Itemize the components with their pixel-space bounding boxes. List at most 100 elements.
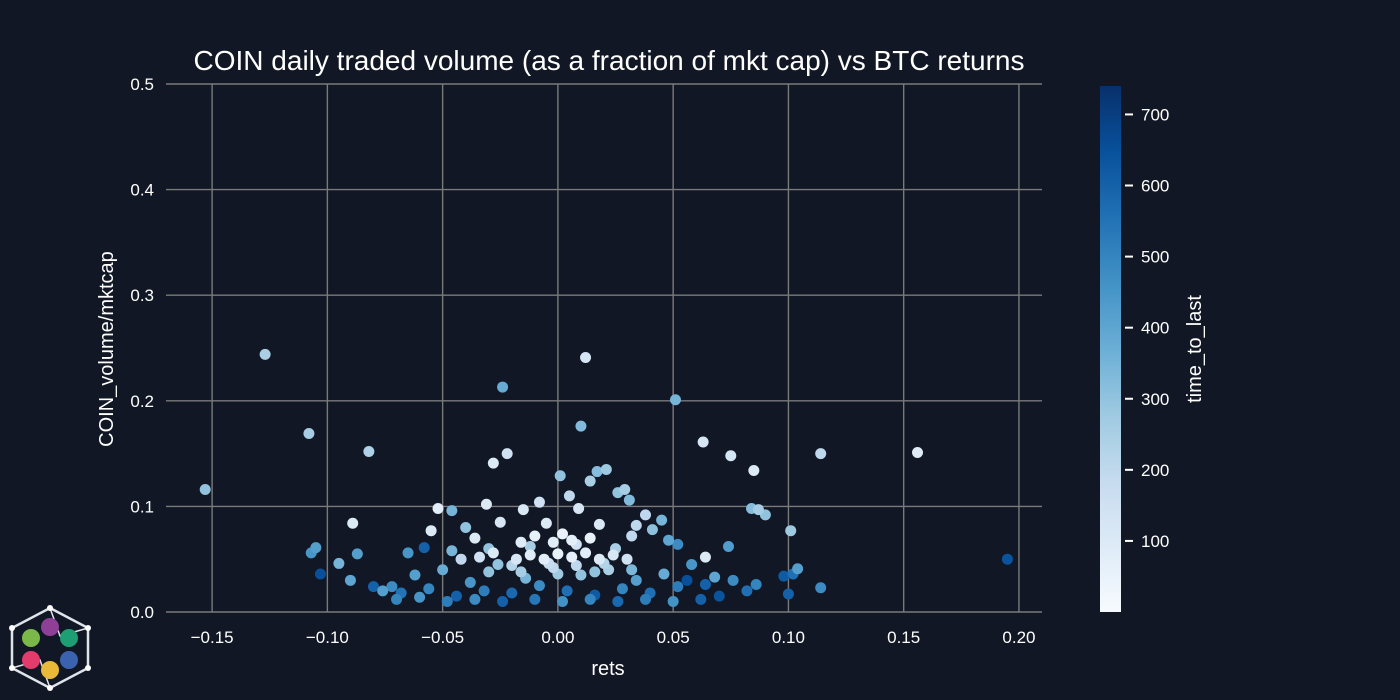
scatter-point [593, 518, 605, 530]
scatter-point [386, 581, 398, 593]
x-tick-label: 0.20 [1002, 628, 1035, 647]
scatter-point [573, 503, 585, 515]
scatter-point [483, 566, 495, 578]
scatter-point [669, 394, 681, 406]
scatter-point [561, 585, 573, 597]
scatter-point [478, 585, 490, 597]
scatter-point [639, 593, 651, 605]
scatter-point [672, 581, 684, 593]
scatter-point [912, 447, 924, 459]
scatter-point [741, 585, 753, 597]
scatter-point [686, 558, 698, 570]
y-axis-label: COIN_volume/mktcap [96, 251, 118, 447]
scatter-point [566, 534, 578, 546]
y-tick-label: 0.5 [130, 75, 154, 94]
scatter-point [533, 580, 545, 592]
scatter-point [515, 536, 527, 548]
scatter-point [607, 549, 619, 561]
colorbar-tick-label: 400 [1141, 319, 1169, 338]
scatter-point [695, 593, 707, 605]
scatter-point [402, 547, 414, 559]
scatter-point [584, 532, 596, 544]
scatter-point [778, 570, 790, 582]
scatter-point [333, 557, 345, 569]
scatter-point [455, 553, 467, 565]
colorbar-tick-label: 100 [1141, 532, 1169, 551]
scatter-point [612, 595, 624, 607]
scatter-point [725, 450, 737, 462]
y-tick-label: 0.0 [130, 603, 154, 622]
scatter-point [557, 528, 569, 540]
scatter-point [580, 547, 592, 559]
scatter-point [351, 548, 363, 560]
scatter-point [815, 582, 827, 594]
scatter-point [409, 569, 421, 581]
scatter-point [377, 585, 389, 597]
scatter-point [589, 566, 601, 578]
scatter-point [663, 534, 675, 546]
scatter-point [524, 549, 536, 561]
scatter-point [540, 517, 552, 529]
scatter-point [501, 448, 513, 460]
scatter-point [630, 574, 642, 586]
scatter-point [593, 553, 605, 565]
scatter-point [792, 563, 804, 575]
scatter-point [748, 464, 760, 476]
scatter-point [515, 566, 527, 578]
scatter-point [658, 568, 670, 580]
scatter-point [623, 494, 635, 506]
colorbar [1100, 86, 1121, 612]
scatter-point [713, 590, 725, 602]
colorbar-tick-label: 500 [1141, 248, 1169, 267]
scatter-point [639, 509, 651, 521]
scatter-point [310, 542, 322, 554]
scatter-point [344, 574, 356, 586]
scatter-point [570, 560, 582, 572]
scatter-point [785, 525, 797, 537]
scatter-point [782, 588, 794, 600]
y-tick-label: 0.2 [130, 392, 154, 411]
scatter-point [199, 484, 211, 496]
scatter-point [630, 519, 642, 531]
scatter-point [752, 504, 764, 516]
scatter-point [391, 593, 403, 605]
scatter-point [259, 348, 271, 360]
scatter-point [681, 574, 693, 586]
y-axis-ticks: 0.0 0.1 0.2 0.3 0.4 0.5 [130, 75, 154, 622]
scatter-point [750, 579, 762, 591]
scatter-point [580, 352, 592, 364]
scatter-point [469, 593, 481, 605]
scatter-point [538, 553, 550, 565]
scatter-point [533, 496, 545, 508]
scatter-point [646, 524, 658, 536]
x-tick-label: −0.10 [306, 628, 349, 647]
x-tick-label: 0.05 [657, 628, 690, 647]
scatter-point [699, 551, 711, 563]
scatter-point [446, 545, 458, 557]
scatter-point [552, 548, 564, 560]
scatter-point [497, 381, 509, 393]
scatter-points [199, 348, 1013, 607]
scatter-point [506, 587, 518, 599]
scatter-point [303, 428, 315, 440]
scatter-point [697, 436, 709, 448]
scatter-point [600, 463, 612, 475]
scatter-point [418, 542, 430, 554]
x-tick-label: 0.10 [772, 628, 805, 647]
scatter-point [584, 475, 596, 487]
colorbar-tick-label: 700 [1141, 105, 1169, 124]
scatter-point [492, 558, 504, 570]
scatter-point [575, 569, 587, 581]
scatter-point [347, 517, 359, 529]
scatter-point [815, 448, 827, 460]
scatter-point [672, 538, 684, 550]
scatter-point [1001, 553, 1013, 565]
scatter-point [591, 466, 603, 478]
scatter-point [437, 564, 449, 576]
colorbar-tick-label: 300 [1141, 390, 1169, 409]
y-tick-label: 0.4 [130, 181, 154, 200]
scatter-point [464, 576, 476, 588]
scatter-point [494, 516, 506, 528]
colorbar-tick-label: 600 [1141, 177, 1169, 196]
